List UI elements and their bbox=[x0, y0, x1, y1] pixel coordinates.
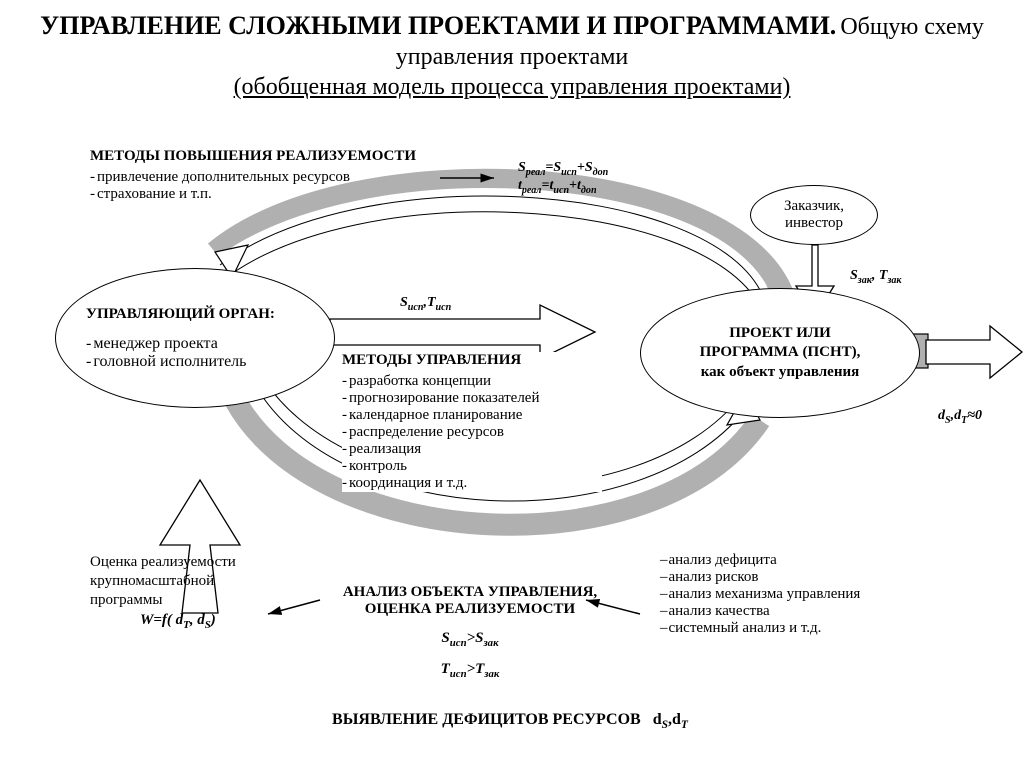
methods-raise-heading: МЕТОДЫ ПОВЫШЕНИЯ РЕАЛИЗУЕМОСТИ bbox=[90, 148, 420, 165]
analysis-right-list: анализ дефицита анализ рисков анализ мех… bbox=[660, 552, 860, 637]
methods-control-heading: МЕТОДЫ УПРАВЛЕНИЯ bbox=[342, 352, 602, 369]
arrow-output bbox=[926, 326, 1022, 378]
list-item: анализ механизма управления bbox=[660, 586, 860, 603]
list-item: распределение ресурсов bbox=[342, 424, 602, 441]
list-item: привлечение дополнительных ресурсов bbox=[90, 169, 420, 186]
label-s-isp: Sисп,Tисп bbox=[400, 295, 451, 313]
project-line3: как объект управления bbox=[701, 363, 859, 383]
customer-line1: Заказчик, bbox=[784, 198, 844, 215]
node-project: ПРОЕКТ ИЛИ ПРОГРАММА (ПСНТ), как объект … bbox=[640, 288, 920, 418]
list-item: анализ рисков bbox=[660, 569, 860, 586]
analysis-f2: Tисп>Tзак bbox=[330, 661, 610, 680]
formula-line: tреал=tисп+tдоп bbox=[518, 178, 608, 196]
eval-line: крупномасштабной bbox=[90, 572, 236, 591]
title-line3: (обобщенная модель процесса управления п… bbox=[234, 74, 791, 100]
title-line1: УПРАВЛЕНИЕ СЛОЖНЫМИ ПРОЕКТАМИ И ПРОГРАММ… bbox=[40, 11, 836, 40]
analysis-heading2: ОЦЕНКА РЕАЛИЗУЕМОСТИ bbox=[330, 601, 610, 618]
control-body-heading: УПРАВЛЯЮЩИЙ ОРГАН: bbox=[86, 306, 275, 323]
eval-line: Оценка реализуемости bbox=[90, 553, 236, 572]
methods-raise-list: привлечение дополнительных ресурсов стра… bbox=[90, 169, 420, 203]
list-item: координация и т.д. bbox=[342, 475, 602, 492]
page-title: УПРАВЛЕНИЕ СЛОЖНЫМИ ПРОЕКТАМИ И ПРОГРАММ… bbox=[0, 10, 1024, 102]
loop-top-white bbox=[220, 196, 760, 290]
list-item: анализ качества bbox=[660, 603, 860, 620]
analysis-center-block: АНАЛИЗ ОБЪЕКТА УПРАВЛЕНИЯ, ОЦЕНКА РЕАЛИЗ… bbox=[330, 584, 610, 680]
list-item: головной исполнитель bbox=[86, 353, 246, 371]
analysis-f1: Sисп>Sзак bbox=[330, 630, 610, 649]
project-line2: ПРОГРАММА (ПСНТ), bbox=[700, 343, 861, 363]
arrow-bottom-left bbox=[268, 600, 320, 614]
list-item: разработка концепции bbox=[342, 373, 602, 390]
eval-formula: W=f( dT, dS) bbox=[140, 611, 236, 632]
control-body-list: менеджер проекта головной исполнитель bbox=[86, 335, 246, 371]
methods-control-list: разработка концепции прогнозирование пок… bbox=[342, 373, 602, 492]
deficit-block: ВЫЯВЛЕНИЕ ДЕФИЦИТОВ РЕСУРСОВ dS,dT bbox=[320, 710, 700, 733]
evaluation-block: Оценка реализуемости крупномасштабной пр… bbox=[90, 553, 236, 633]
list-item: контроль bbox=[342, 458, 602, 475]
list-item: реализация bbox=[342, 441, 602, 458]
label-output: dS,dT≈0 bbox=[938, 408, 982, 426]
loop-top-outline bbox=[220, 196, 760, 290]
list-item: системный анализ и т.д. bbox=[660, 620, 860, 637]
methods-control-block: МЕТОДЫ УПРАВЛЕНИЯ разработка концепции п… bbox=[342, 352, 602, 492]
node-customer: Заказчик, инвестор bbox=[750, 185, 878, 245]
analysis-right-block: анализ дефицита анализ рисков анализ мех… bbox=[660, 548, 860, 637]
list-item: анализ дефицита bbox=[660, 552, 860, 569]
big-arrow-methods bbox=[330, 305, 595, 359]
eval-line: программы bbox=[90, 591, 236, 610]
methods-raise-block: МЕТОДЫ ПОВЫШЕНИЯ РЕАЛИЗУЕМОСТИ привлечен… bbox=[90, 148, 420, 203]
list-item: прогнозирование показателей bbox=[342, 390, 602, 407]
list-item: календарное планирование bbox=[342, 407, 602, 424]
list-item: страхование и т.п. bbox=[90, 186, 420, 203]
analysis-heading1: АНАЛИЗ ОБЪЕКТА УПРАВЛЕНИЯ, bbox=[330, 584, 610, 601]
formula-top: Sреал=Sисп+Sдоп tреал=tисп+tдоп bbox=[518, 160, 608, 197]
node-control-body: УПРАВЛЯЮЩИЙ ОРГАН: менеджер проекта голо… bbox=[55, 268, 335, 408]
formula-line: Sреал=Sисп+Sдоп bbox=[518, 160, 608, 178]
customer-line2: инвестор bbox=[785, 215, 843, 232]
label-s-zak: Sзак, Tзак bbox=[850, 268, 902, 286]
list-item: менеджер проекта bbox=[86, 335, 246, 353]
project-line1: ПРОЕКТ ИЛИ bbox=[729, 324, 831, 344]
